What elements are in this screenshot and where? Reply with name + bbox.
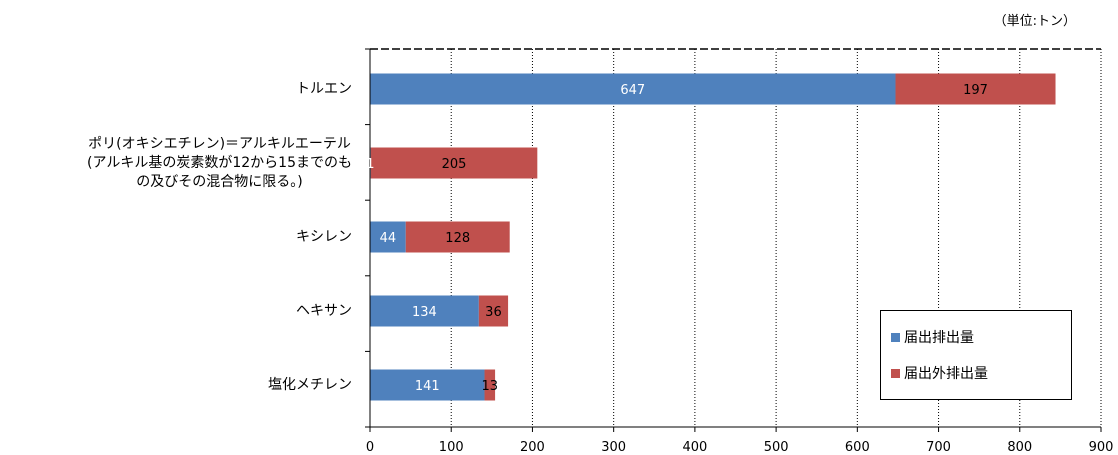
- category-label-line: の及びその混合物に限る。): [136, 173, 303, 190]
- data-label-reported: 1: [366, 157, 374, 172]
- data-label-reported: 44: [380, 231, 397, 246]
- data-label-reported: 647: [620, 83, 645, 98]
- legend-item-unreported: 届出外排出量: [891, 363, 988, 383]
- bar-reported: [370, 221, 406, 253]
- x-tick-label: 700: [926, 440, 951, 455]
- x-tick-label: 300: [601, 440, 626, 455]
- category-label: ポリ(オキシエチレン)＝アルキルエーテル (アルキル基の炭素数が12から15までの…: [87, 135, 352, 192]
- category-label-line: キシレン: [296, 228, 352, 245]
- category-label: トルエン: [296, 80, 352, 99]
- x-tick-label: 500: [764, 440, 789, 455]
- legend-label-unreported: 届出外排出量: [904, 366, 988, 382]
- x-tick-label: 0: [366, 440, 374, 455]
- data-label-unreported: 205: [442, 157, 467, 172]
- data-label-unreported: 36: [485, 305, 502, 320]
- category-label-line: ポリ(オキシエチレン)＝アルキルエーテル: [88, 135, 351, 152]
- category-label-line: 塩化メチレン: [268, 376, 352, 393]
- bar-unreported: [895, 73, 1056, 105]
- bar-unreported: [405, 221, 510, 253]
- bar-reported: [370, 369, 485, 401]
- x-tick-label: 400: [682, 440, 707, 455]
- legend-swatch-unreported: [891, 368, 900, 378]
- unit-note: （単位:トン）: [993, 14, 1076, 29]
- bar-reported: [370, 295, 479, 327]
- x-tick-label: 100: [439, 440, 464, 455]
- legend-item-reported: 届出排出量: [891, 327, 974, 347]
- legend-label-reported: 届出排出量: [904, 330, 974, 346]
- x-tick-label: 800: [1007, 440, 1032, 455]
- category-label-line: トルエン: [296, 80, 352, 97]
- x-tick-label: 900: [1089, 440, 1114, 455]
- category-label-line: ヘキサン: [296, 302, 352, 319]
- bar-reported: [370, 73, 896, 105]
- category-label: ヘキサン: [296, 302, 352, 321]
- bar-unreported: [484, 369, 496, 401]
- bar-unreported: [370, 147, 538, 179]
- data-label-reported: 134: [412, 305, 437, 320]
- bars: [370, 73, 1056, 401]
- data-label-reported: 141: [415, 379, 440, 394]
- data-labels: 647 197 1 205 44 128 134 36 141 13: [366, 83, 988, 394]
- category-label: キシレン: [296, 228, 352, 247]
- category-label-line: (アルキル基の炭素数が12から15までのも: [87, 154, 352, 171]
- x-tick-label: 600: [845, 440, 870, 455]
- tick-labels: 0 100 200 300 400 500 600 700 800 900: [366, 440, 1114, 455]
- x-tick-label: 200: [520, 440, 545, 455]
- legend-swatch-reported: [891, 332, 900, 342]
- axes: [365, 48, 1102, 432]
- data-label-unreported: 13: [482, 379, 499, 394]
- legend: 届出排出量 届出外排出量: [880, 310, 1072, 400]
- category-label: 塩化メチレン: [268, 376, 352, 395]
- data-label-unreported: 197: [963, 83, 988, 98]
- bar-unreported: [478, 295, 509, 327]
- data-label-unreported: 128: [445, 231, 470, 246]
